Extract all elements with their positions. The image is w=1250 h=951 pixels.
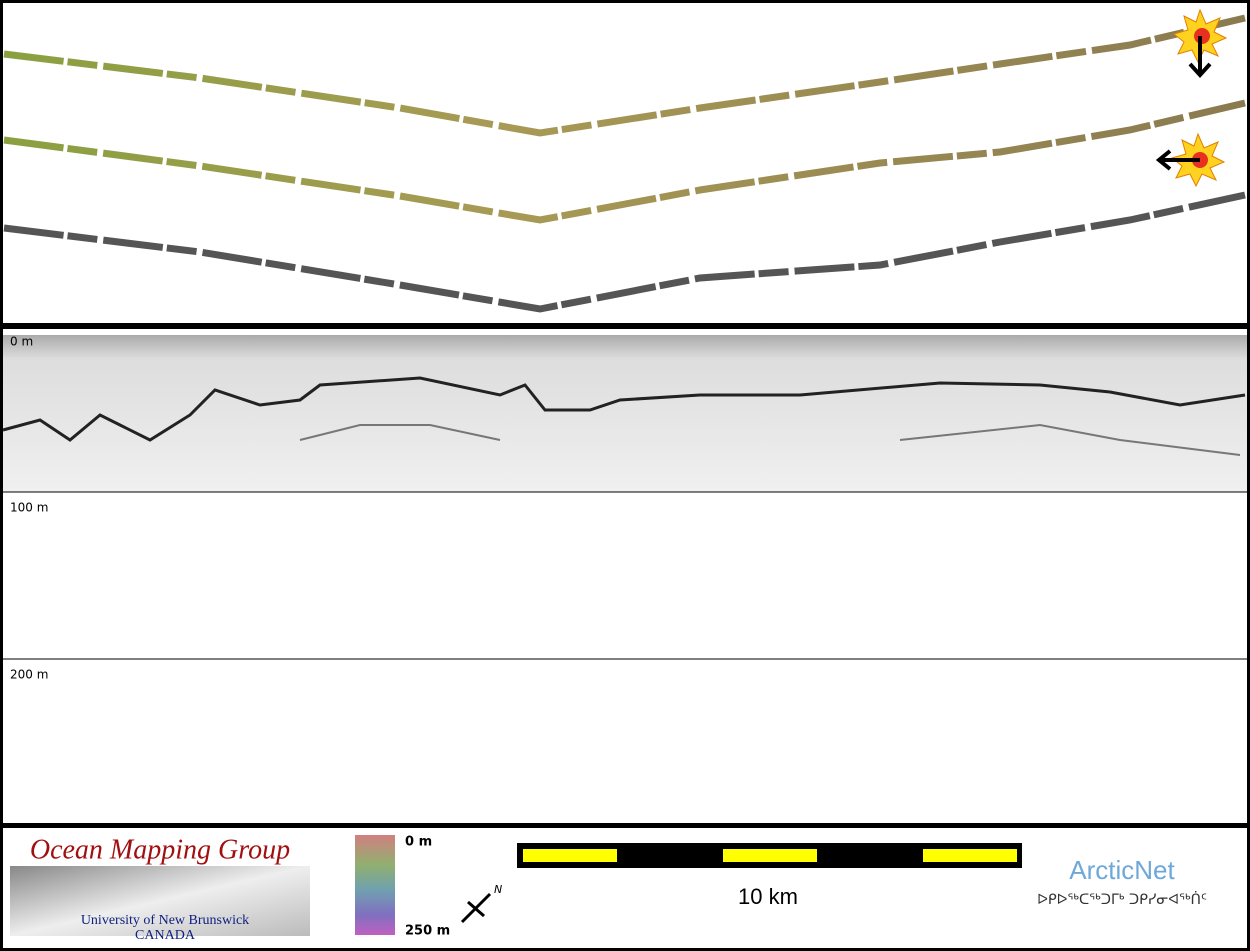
divider — [0, 323, 1250, 329]
swath-view — [3, 14, 1246, 313]
colorbar-label: 0 m — [405, 835, 432, 850]
depth-label: 100 m — [10, 501, 48, 515]
divider — [0, 823, 1250, 828]
swath-track — [3, 191, 1246, 313]
sun-icon — [1155, 132, 1226, 188]
swath-track — [3, 14, 1246, 137]
seismic-profile — [3, 335, 1247, 492]
north-arrow: N — [460, 883, 502, 924]
seabed-reflector — [2, 376, 1246, 442]
north-label: N — [494, 883, 502, 896]
logo-image — [10, 866, 310, 936]
logo-university: University of New Brunswick — [81, 913, 249, 928]
scale-segment — [523, 849, 617, 862]
depth-label: 200 m — [10, 668, 48, 682]
partner-syllabics: ᐅᑭᐅᖅᑕᖅᑐᒥᒃ ᑐᑭᓯᓂᐊᖅᑏᑦ — [1037, 891, 1207, 908]
swath-track — [3, 99, 1246, 224]
sun-icon — [1172, 8, 1228, 78]
partner-name: ArcticNet — [1069, 855, 1175, 885]
scale-label: 10 km — [738, 884, 798, 909]
colorbar-label: 250 m — [405, 924, 450, 939]
logo-country: CANADA — [135, 928, 196, 943]
scale-segment — [723, 849, 817, 862]
colorbar — [355, 835, 395, 935]
sub-reflector — [299, 423, 1241, 456]
logo-title: Ocean Mapping Group — [30, 834, 290, 865]
depth-label: 0 m — [10, 335, 33, 349]
scale-segment — [923, 849, 1017, 862]
